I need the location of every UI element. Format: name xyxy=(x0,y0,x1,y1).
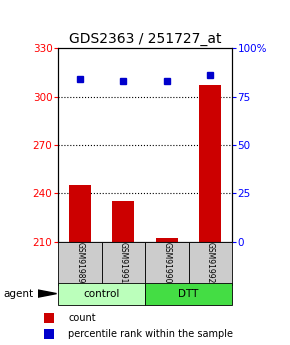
Bar xyxy=(44,313,54,323)
Bar xyxy=(58,241,102,285)
Bar xyxy=(44,329,54,339)
Bar xyxy=(145,283,232,305)
Text: GSM91989: GSM91989 xyxy=(75,243,84,284)
Text: DTT: DTT xyxy=(178,289,199,299)
Bar xyxy=(200,85,221,242)
Bar xyxy=(188,241,232,285)
Bar xyxy=(58,283,145,305)
Text: GSM91991: GSM91991 xyxy=(119,243,128,284)
Bar xyxy=(113,201,134,242)
Bar xyxy=(145,241,188,285)
Bar xyxy=(156,238,177,241)
Text: count: count xyxy=(68,313,96,323)
Bar xyxy=(102,241,145,285)
Text: GSM91992: GSM91992 xyxy=(206,243,215,284)
Text: percentile rank within the sample: percentile rank within the sample xyxy=(68,329,233,339)
Text: GSM91990: GSM91990 xyxy=(162,242,171,284)
Text: agent: agent xyxy=(3,289,33,299)
Text: control: control xyxy=(83,289,120,299)
Title: GDS2363 / 251727_at: GDS2363 / 251727_at xyxy=(69,32,221,46)
Bar xyxy=(69,185,90,242)
Polygon shape xyxy=(38,290,57,297)
